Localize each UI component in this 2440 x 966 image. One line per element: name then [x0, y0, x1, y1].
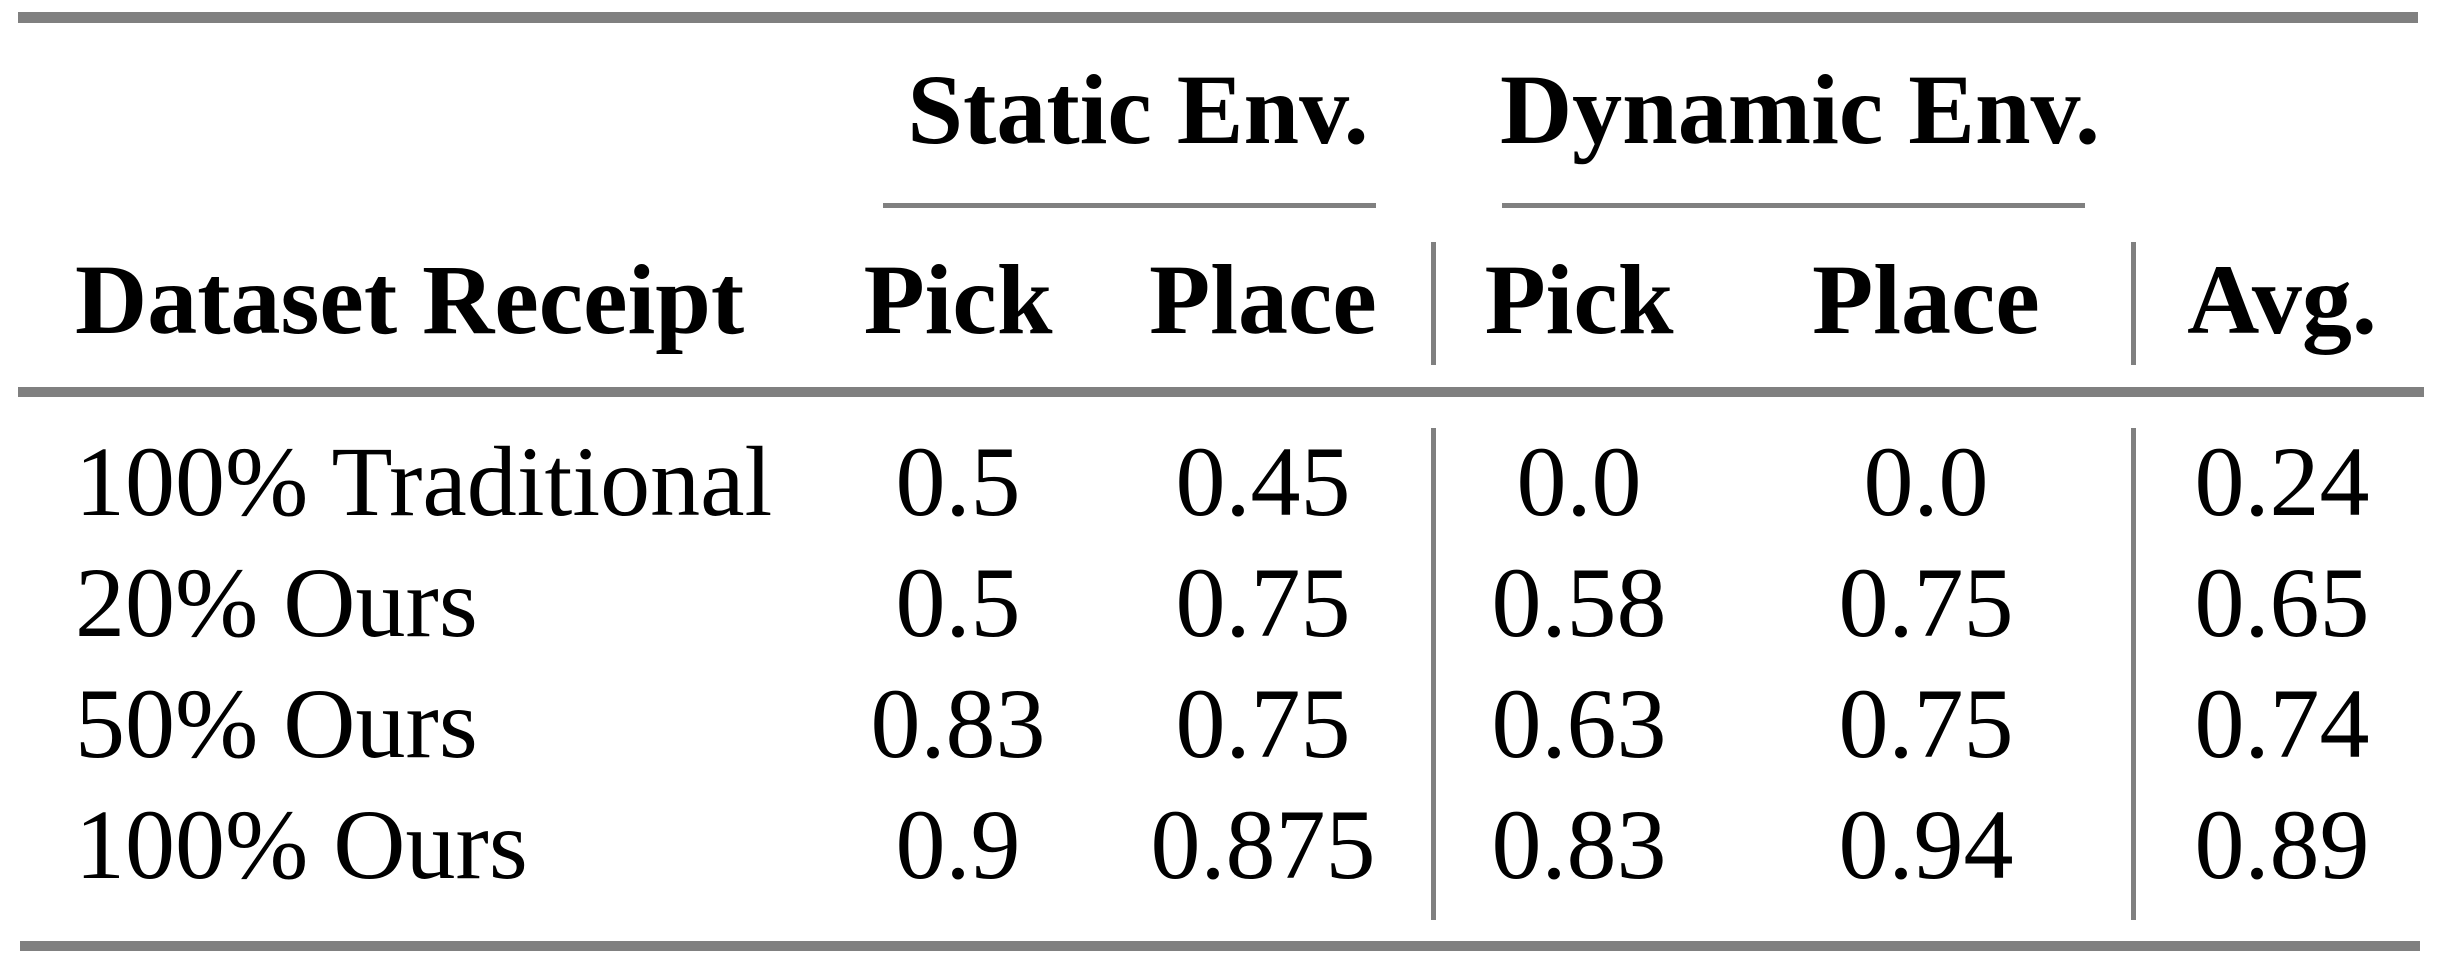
cell-dynamic-pick: 0.83 [1491, 789, 1667, 900]
table-mid-rule [18, 387, 2424, 397]
cell-avg: 0.89 [2194, 789, 2370, 900]
cell-static-pick: 0.83 [870, 668, 1046, 779]
cell-static-place: 0.45 [1175, 426, 1351, 537]
avg-divider-header [2131, 242, 2136, 365]
cell-dynamic-pick: 0.63 [1491, 668, 1667, 779]
static-dynamic-divider-body [1431, 428, 1436, 920]
cell-avg: 0.24 [2194, 426, 2370, 537]
cell-static-pick: 0.5 [895, 547, 1021, 658]
static-env-cmidrule [883, 203, 1376, 208]
column-header-static-pick: Pick [863, 244, 1053, 355]
dynamic-env-cmidrule [1502, 203, 2085, 208]
avg-divider-body [2131, 428, 2136, 920]
cell-dynamic-place: 0.75 [1838, 668, 2014, 779]
cell-dynamic-pick: 0.0 [1516, 426, 1642, 537]
row-label: 20% Ours [75, 547, 478, 658]
static-dynamic-divider-header [1431, 242, 1436, 365]
cell-avg: 0.74 [2194, 668, 2370, 779]
row-label: 50% Ours [75, 668, 478, 779]
column-header-avg: Avg. [2187, 244, 2377, 355]
cell-dynamic-place: 0.75 [1838, 547, 2014, 658]
group-header-static-env: Static Env. [907, 54, 1369, 165]
cell-static-place: 0.75 [1175, 547, 1351, 658]
column-header-dynamic-place: Place [1812, 244, 2040, 355]
table-top-rule [18, 12, 2418, 23]
column-header-dataset-receipt: Dataset Receipt [75, 244, 745, 355]
row-label: 100% Ours [75, 789, 528, 900]
cell-static-pick: 0.5 [895, 426, 1021, 537]
column-header-row: Dataset Receipt Pick Place Pick Place Av… [60, 250, 2432, 350]
cell-dynamic-place: 0.0 [1863, 426, 1989, 537]
table-body: 100% Traditional 0.5 0.45 0.0 0.0 0.24 2… [60, 421, 2432, 905]
cell-static-place: 0.75 [1175, 668, 1351, 779]
cell-avg: 0.65 [2194, 547, 2370, 658]
cell-dynamic-pick: 0.58 [1491, 547, 1667, 658]
row-label: 100% Traditional [75, 426, 773, 537]
column-header-static-place: Place [1149, 244, 1377, 355]
table-bottom-rule [20, 941, 2420, 951]
cell-dynamic-place: 0.94 [1838, 789, 2014, 900]
group-header-dynamic-env: Dynamic Env. [1499, 54, 2101, 165]
cell-static-place: 0.875 [1150, 789, 1376, 900]
cell-static-pick: 0.9 [895, 789, 1021, 900]
column-header-dynamic-pick: Pick [1484, 244, 1674, 355]
